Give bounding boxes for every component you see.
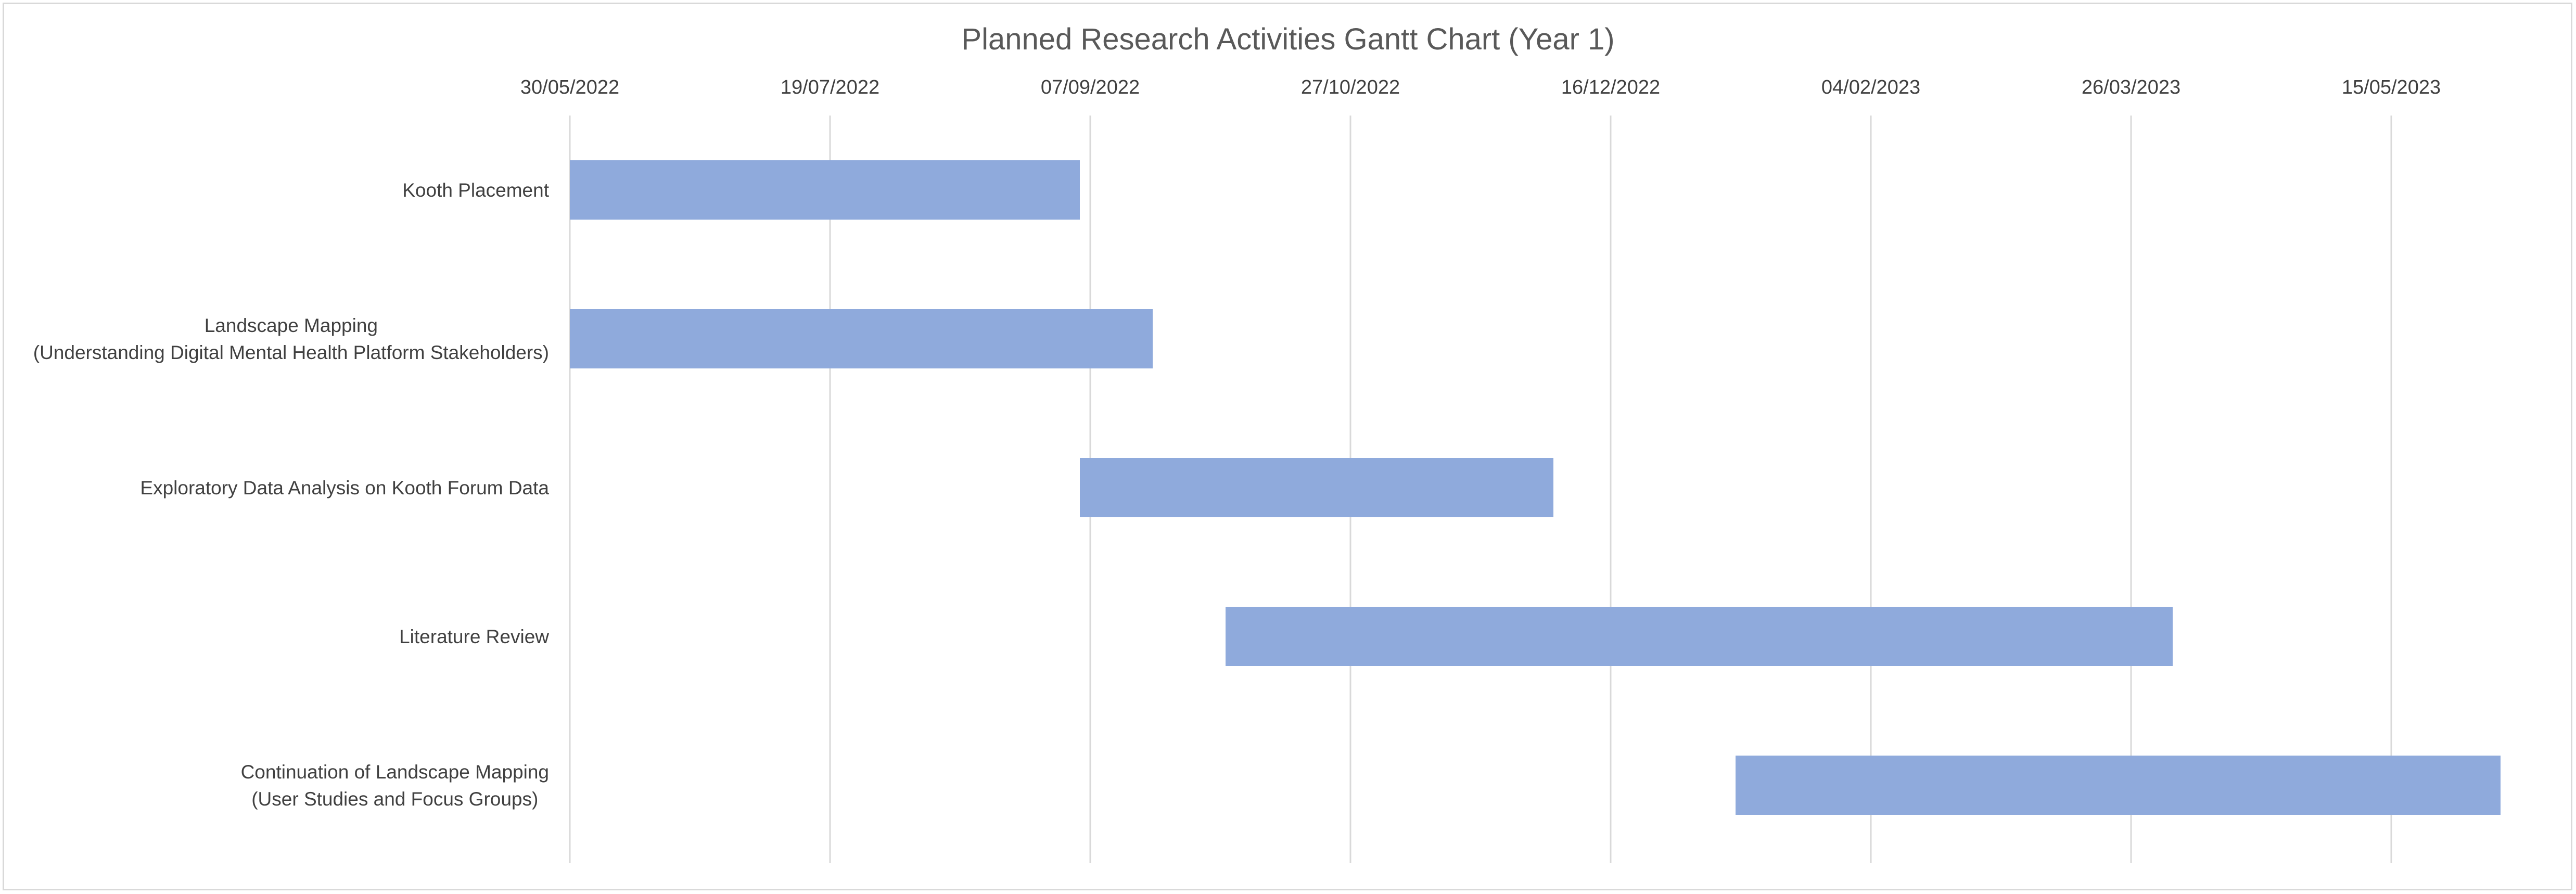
category-label-line: Continuation of Landscape Mapping <box>241 761 549 783</box>
gantt-bar <box>1080 458 1553 517</box>
bars <box>570 160 2501 815</box>
x-tick-label: 16/12/2022 <box>1561 76 1660 98</box>
category-label-line: Literature Review <box>399 626 549 647</box>
x-tick-label: 15/05/2023 <box>2342 76 2441 98</box>
chart-title: Planned Research Activities Gantt Chart … <box>961 22 1614 56</box>
category-label: Kooth Placement <box>402 180 550 201</box>
category-label-line: (User Studies and Focus Groups) <box>251 788 538 810</box>
category-label-line: Kooth Placement <box>402 180 550 201</box>
gantt-bar <box>1226 607 2173 666</box>
chart-frame <box>3 3 2572 890</box>
gantt-bar <box>570 160 1080 220</box>
category-label: Literature Review <box>399 626 549 647</box>
x-tick-label: 07/09/2022 <box>1041 76 1140 98</box>
gridlines <box>569 116 2392 863</box>
x-tick-label: 19/07/2022 <box>781 76 879 98</box>
category-label-line: Landscape Mapping <box>205 315 378 336</box>
category-labels: Kooth Placement Landscape Mapping (Underst… <box>33 180 550 810</box>
x-tick-label: 26/03/2023 <box>2082 76 2180 98</box>
category-label-line: (Understanding Digital Mental Health Pla… <box>33 342 549 363</box>
category-label: Exploratory Data Analysis on Kooth Forum… <box>140 477 549 499</box>
category-label: Landscape Mapping (Understanding Digital … <box>33 315 549 363</box>
x-tick-label: 30/05/2022 <box>520 76 619 98</box>
x-tick-label: 27/10/2022 <box>1301 76 1400 98</box>
gantt-bar <box>570 309 1153 368</box>
gantt-bar <box>1736 756 2501 815</box>
category-label-line: Exploratory Data Analysis on Kooth Forum… <box>140 477 549 499</box>
x-axis-tick-labels: 30/05/2022 19/07/2022 07/09/2022 27/10/2022… <box>520 76 2441 98</box>
category-label: Continuation of Landscape Mapping (User S… <box>241 761 549 810</box>
x-tick-label: 04/02/2023 <box>1821 76 1920 98</box>
